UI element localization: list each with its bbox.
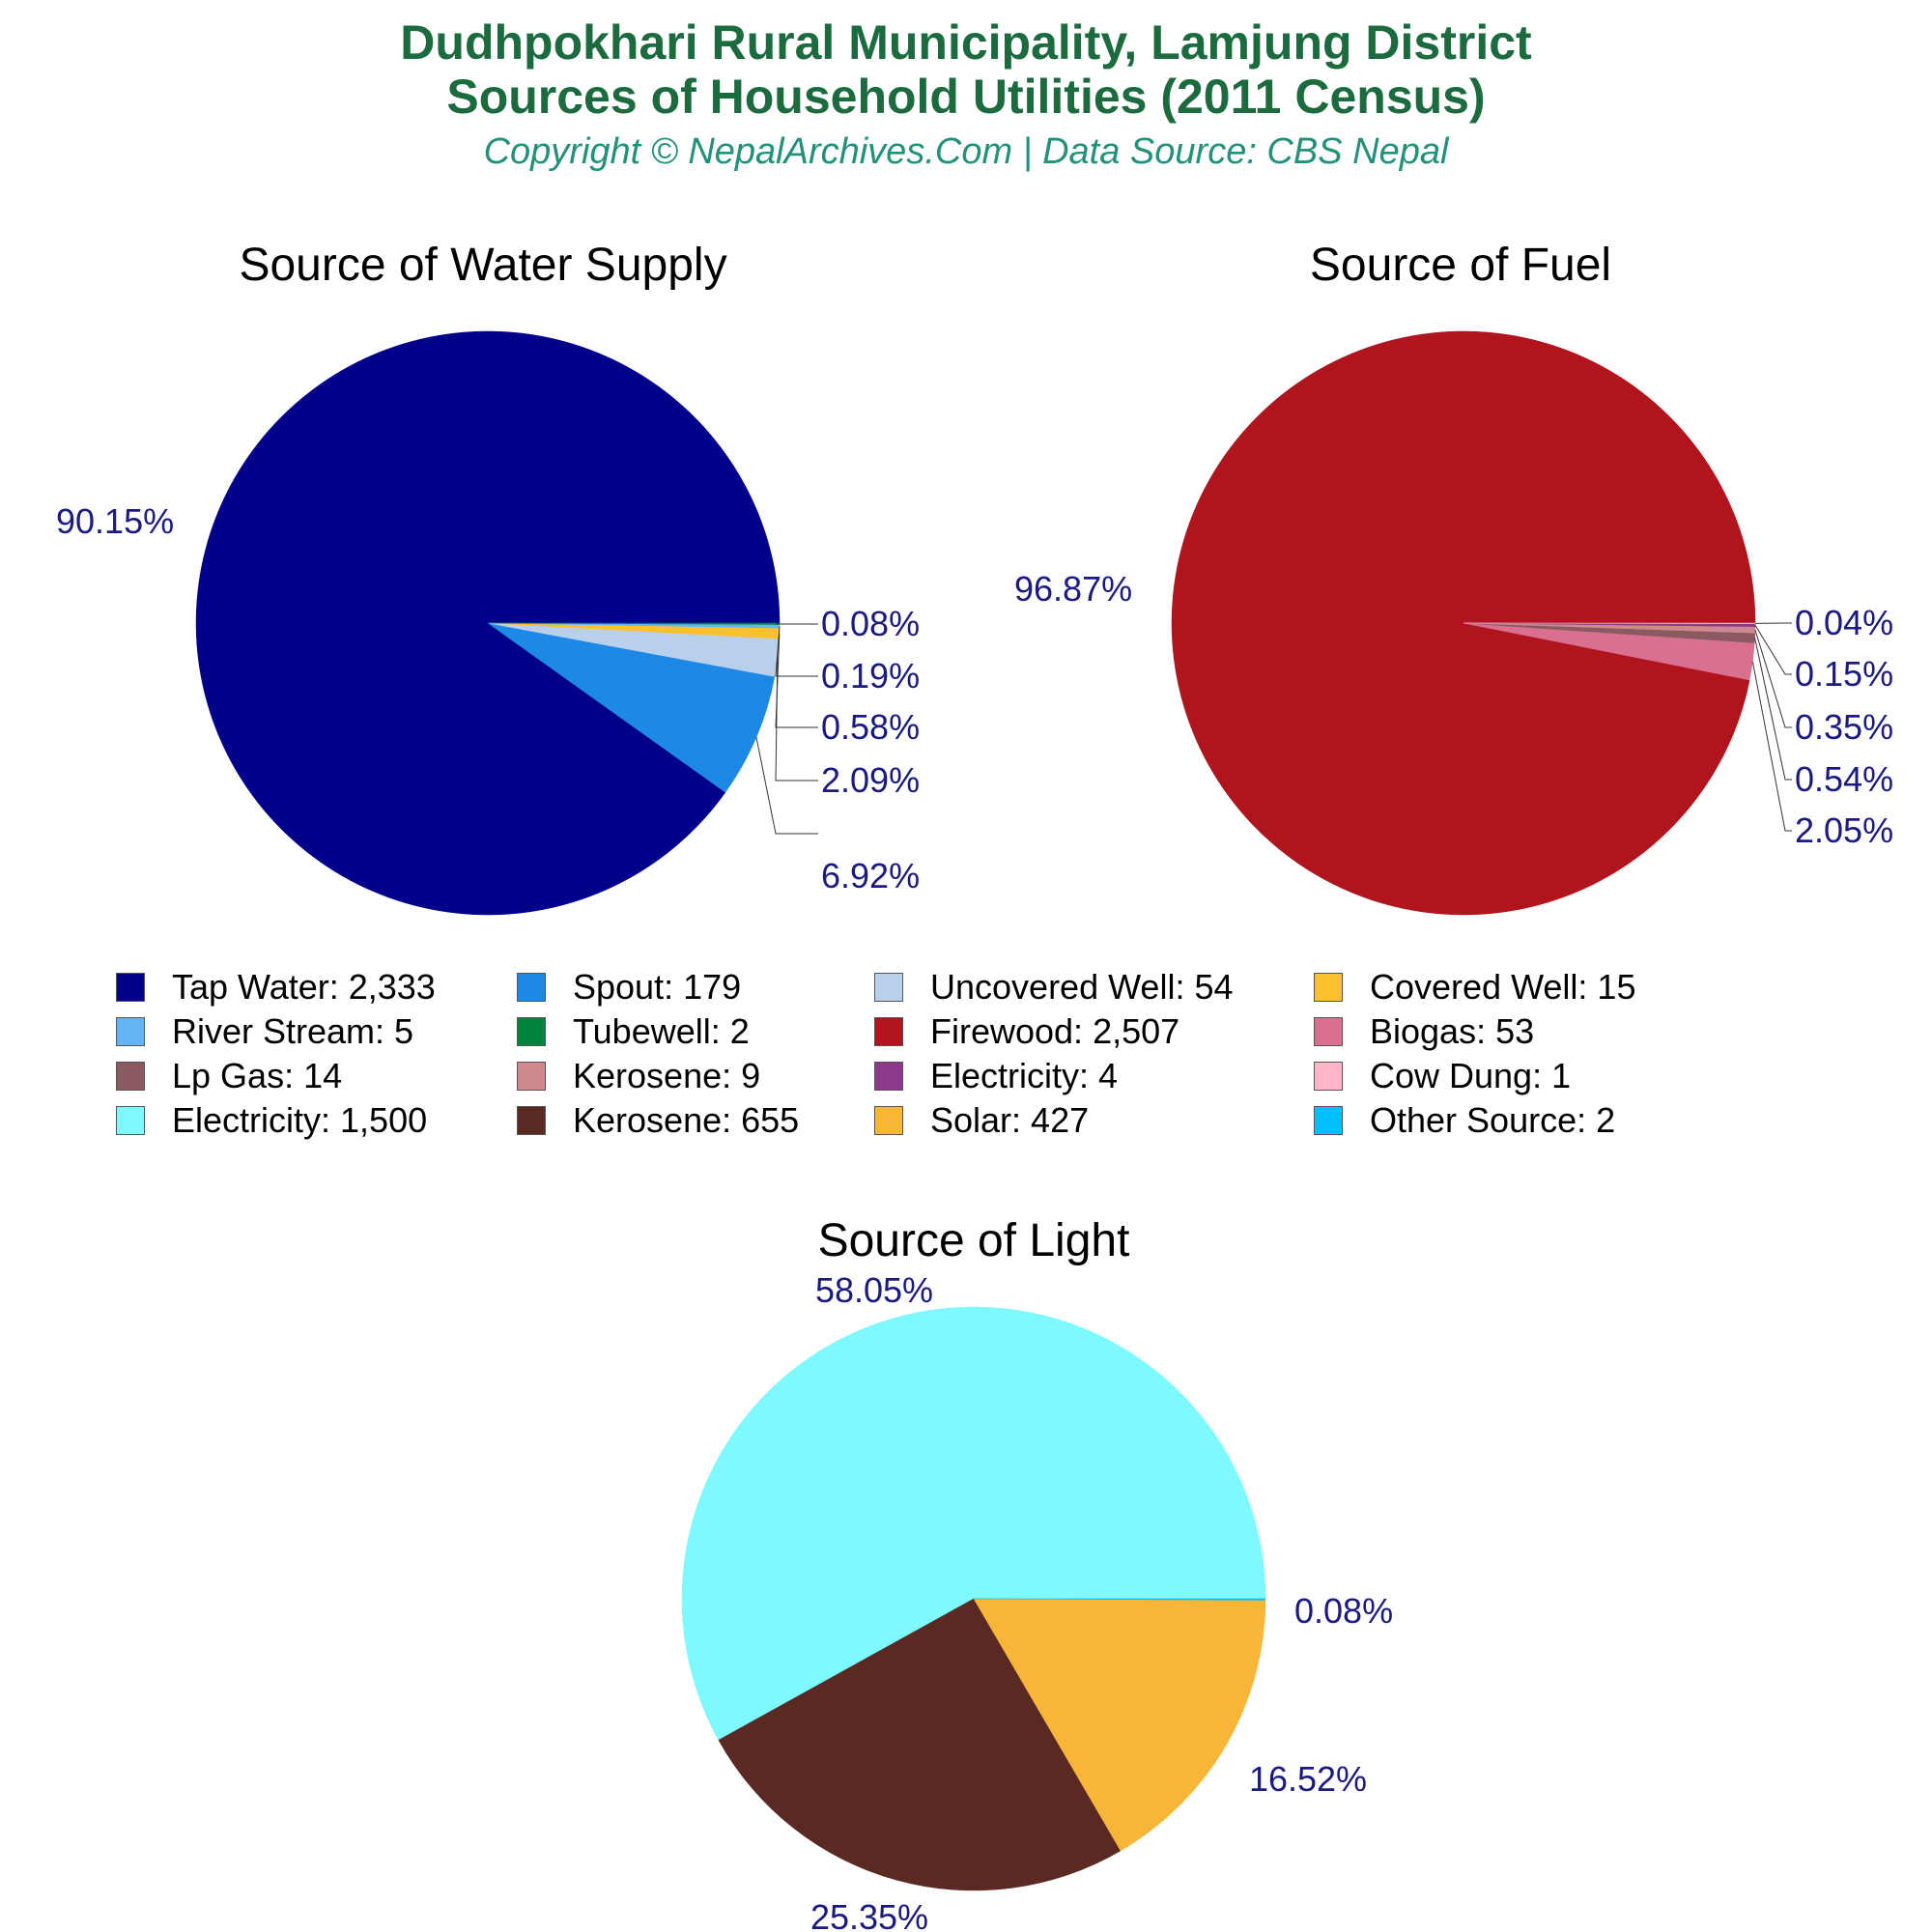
legend-label: Kerosene: 9	[573, 1056, 761, 1095]
legend-swatch	[874, 1017, 903, 1046]
legend-swatch	[116, 1106, 145, 1135]
pie2-title: Source of Fuel	[1310, 240, 1611, 291]
legend-item: Solar: 427	[874, 1100, 1090, 1140]
legend-swatch	[1314, 1106, 1343, 1135]
legend-label: Kerosene: 655	[573, 1100, 800, 1140]
legend-item: Other Source: 2	[1314, 1100, 1616, 1140]
legend-label: Electricity: 4	[930, 1056, 1119, 1095]
legend-item: Biogas: 53	[1314, 1011, 1535, 1051]
legend-label: Tap Water: 2,333	[172, 967, 436, 1007]
pie1-label-tap-water: 90.15%	[56, 501, 174, 541]
legend-item: Cow Dung: 1	[1314, 1056, 1572, 1095]
pie3-slice-kerosene	[718, 1598, 1122, 1891]
legend-item: Kerosene: 655	[517, 1100, 800, 1140]
pie3-title: Source of Light	[818, 1215, 1130, 1266]
pie3-label-other-source: 0.08%	[1294, 1591, 1393, 1631]
chart-subtitle: Copyright © NepalArchives.Com | Data Sou…	[483, 131, 1449, 172]
legend-swatch	[116, 973, 145, 1002]
pie1-label-covered-well: 0.58%	[821, 707, 920, 747]
legend-label: Other Source: 2	[1370, 1100, 1616, 1140]
pie1-title: Source of Water Supply	[239, 240, 726, 291]
pie2-leader-kerosene	[1754, 629, 1792, 728]
legend-item: Electricity: 1,500	[116, 1100, 428, 1140]
legend-label: Firewood: 2,507	[930, 1011, 1180, 1051]
chart-title-line2: Sources of Household Utilities (2011 Cen…	[446, 70, 1486, 124]
pie2-leader-biogas	[1751, 661, 1792, 832]
pie2-label-lp-gas: 0.54%	[1795, 759, 1893, 799]
pie2-leader-electricity	[1754, 624, 1792, 675]
legend-item: Uncovered Well: 54	[874, 967, 1234, 1007]
legend-item: Tap Water: 2,333	[116, 967, 436, 1007]
pie2-leader-lp-gas	[1754, 638, 1792, 781]
legend-label: Covered Well: 15	[1370, 967, 1636, 1007]
legend-item: Tubewell: 2	[517, 1011, 750, 1051]
legend-item: Covered Well: 15	[1314, 967, 1636, 1007]
pie2-label-firewood: 96.87%	[1014, 569, 1132, 609]
pie3-label-electricity: 58.05%	[815, 1270, 933, 1310]
pie1-label-tubewell: 0.08%	[821, 604, 920, 643]
legend-swatch	[517, 1062, 546, 1091]
pie1-label-river-stream: 0.19%	[821, 656, 920, 696]
pie3-label-solar: 16.52%	[1249, 1759, 1367, 1799]
pie2-label-cow-dung: 0.04%	[1795, 603, 1893, 642]
pie2-label-biogas: 2.05%	[1795, 810, 1893, 850]
legend-label: Uncovered Well: 54	[930, 967, 1234, 1007]
pie3-slice-solar	[973, 1598, 1266, 1852]
legend-swatch	[1314, 973, 1343, 1002]
pie1-label-uncovered-well: 2.09%	[821, 760, 920, 800]
pie3-slice-other-source	[973, 1598, 1266, 1601]
chart-title-line1: Dudhpokhari Rural Municipality, Lamjung …	[400, 15, 1532, 70]
legend-swatch	[517, 973, 546, 1002]
pie1-leader-covered-well	[775, 633, 818, 728]
legend-swatch	[874, 1106, 903, 1135]
legend-item: Spout: 179	[517, 967, 742, 1007]
legend-item: River Stream: 5	[116, 1011, 414, 1051]
legend-label: River Stream: 5	[172, 1011, 414, 1051]
legend-swatch	[1314, 1062, 1343, 1091]
legend-item: Electricity: 4	[874, 1056, 1119, 1095]
legend-swatch	[517, 1106, 546, 1135]
pie2-label-electricity: 0.15%	[1795, 654, 1893, 694]
legend-label: Spout: 179	[573, 967, 742, 1007]
pie2-label-kerosene: 0.35%	[1795, 707, 1893, 747]
pie1-label-spout: 6.92%	[821, 856, 920, 895]
legend-swatch	[517, 1017, 546, 1046]
legend-item: Kerosene: 9	[517, 1056, 761, 1095]
pie3-slice-electricity	[681, 1306, 1266, 1741]
legend-item: Lp Gas: 14	[116, 1056, 343, 1095]
pie1-leader-spout	[755, 737, 818, 835]
legend-item: Firewood: 2,507	[874, 1011, 1180, 1051]
legend-label: Cow Dung: 1	[1370, 1056, 1572, 1095]
legend-swatch	[116, 1017, 145, 1046]
legend-label: Solar: 427	[930, 1100, 1090, 1140]
legend-label: Biogas: 53	[1370, 1011, 1535, 1051]
legend-swatch	[874, 973, 903, 1002]
legend-label: Electricity: 1,500	[172, 1100, 428, 1140]
legend-label: Lp Gas: 14	[172, 1056, 343, 1095]
legend-swatch	[874, 1062, 903, 1091]
pie1-leader-river-stream	[775, 626, 818, 677]
legend-swatch	[116, 1062, 145, 1091]
pie3-label-kerosene: 25.35%	[810, 1897, 928, 1932]
legend-swatch	[1314, 1017, 1343, 1046]
legend-label: Tubewell: 2	[573, 1011, 750, 1051]
